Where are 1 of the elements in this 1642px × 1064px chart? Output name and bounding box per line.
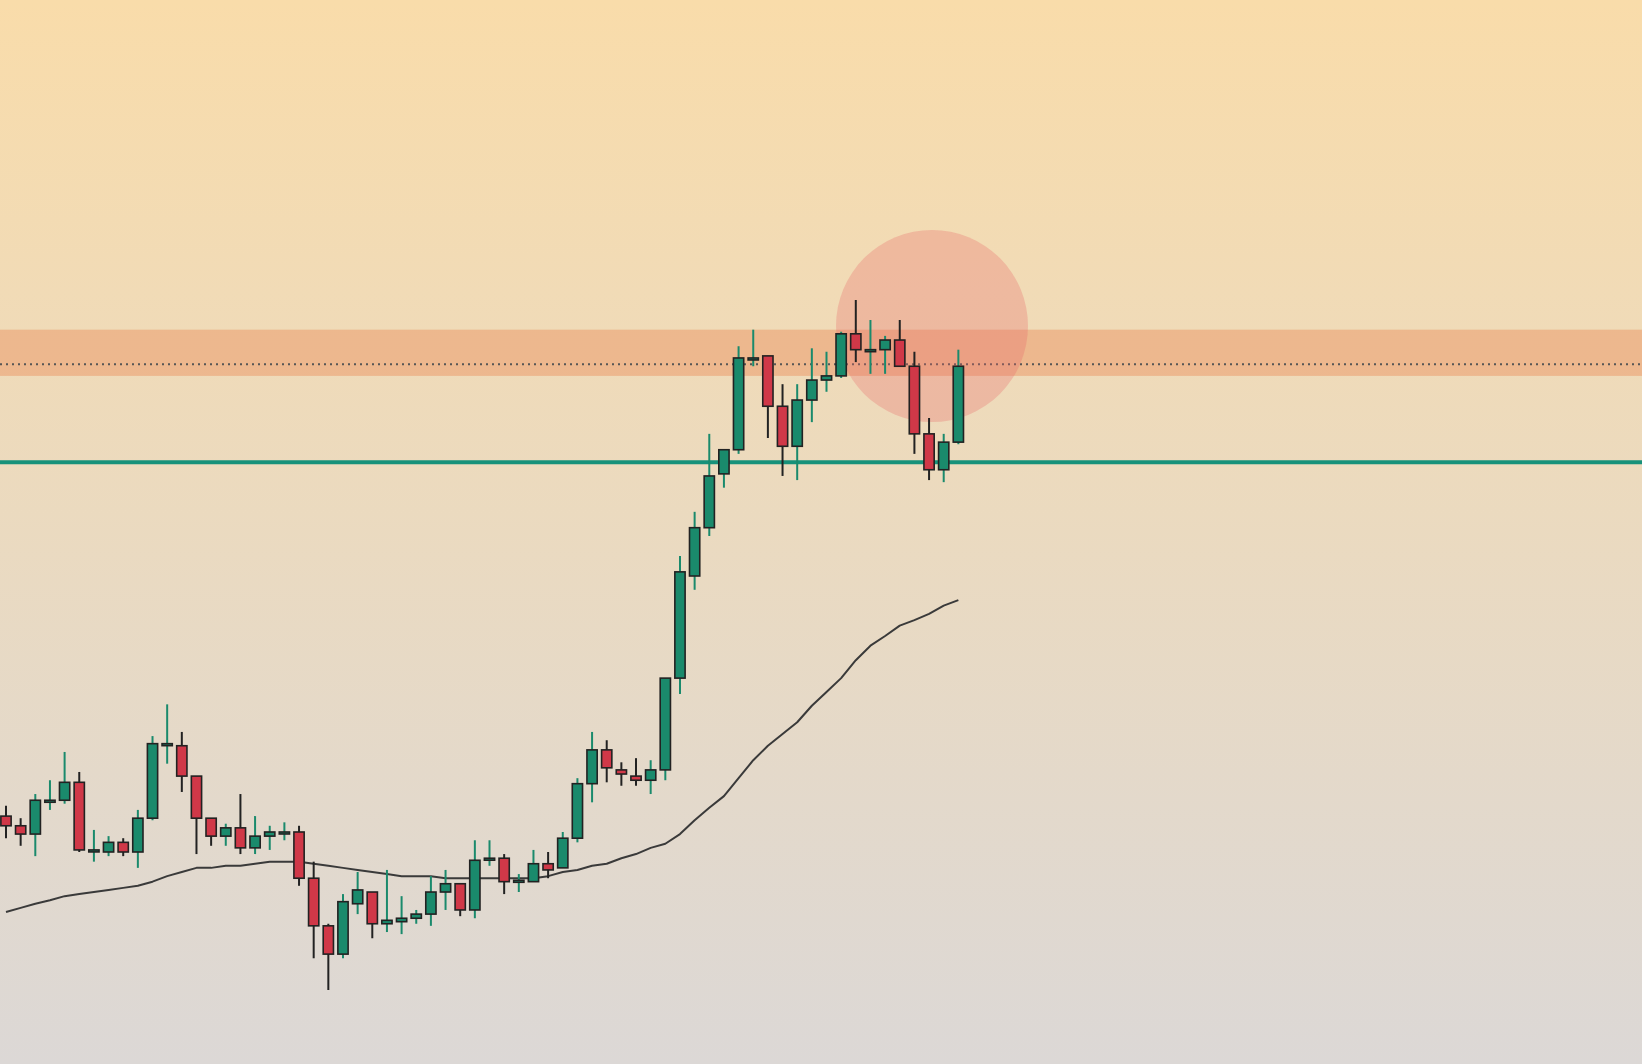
candlestick xyxy=(615,761,628,787)
